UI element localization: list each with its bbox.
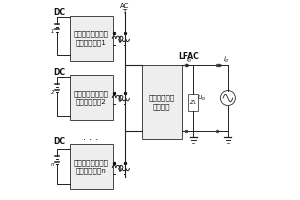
Text: DC: DC [54,137,66,146]
Bar [142,65,182,139]
Text: 带有输入滤波器的
高频逆变电路n: 带有输入滤波器的 高频逆变电路n [74,159,109,174]
Text: 带有输入滤波器的
高频逆变电路1: 带有输入滤波器的 高频逆变电路1 [74,31,109,46]
Text: 带有输入滤波器的
高频逆变电路2: 带有输入滤波器的 高频逆变电路2 [74,90,109,105]
Text: 输出频波变换
滤波电路: 输出频波变换 滤波电路 [149,95,175,110]
Text: LFAC: LFAC [178,52,199,61]
Text: $Z_L$: $Z_L$ [189,98,197,107]
Text: $u_o$: $u_o$ [197,93,206,103]
Text: AC: AC [120,3,129,9]
Text: T: T [122,9,127,15]
Text: . . .: . . . [83,132,98,142]
Bar [70,75,112,120]
Bar [70,16,112,61]
Bar [70,144,112,189]
Text: DC: DC [54,68,66,77]
Text: n: n [51,162,55,167]
Bar [188,94,198,111]
Text: 1: 1 [51,29,55,34]
Text: 2: 2 [51,90,55,95]
Text: $i_o$: $i_o$ [186,54,193,65]
Text: $i_o$: $i_o$ [223,54,229,65]
Text: DC: DC [54,8,66,17]
